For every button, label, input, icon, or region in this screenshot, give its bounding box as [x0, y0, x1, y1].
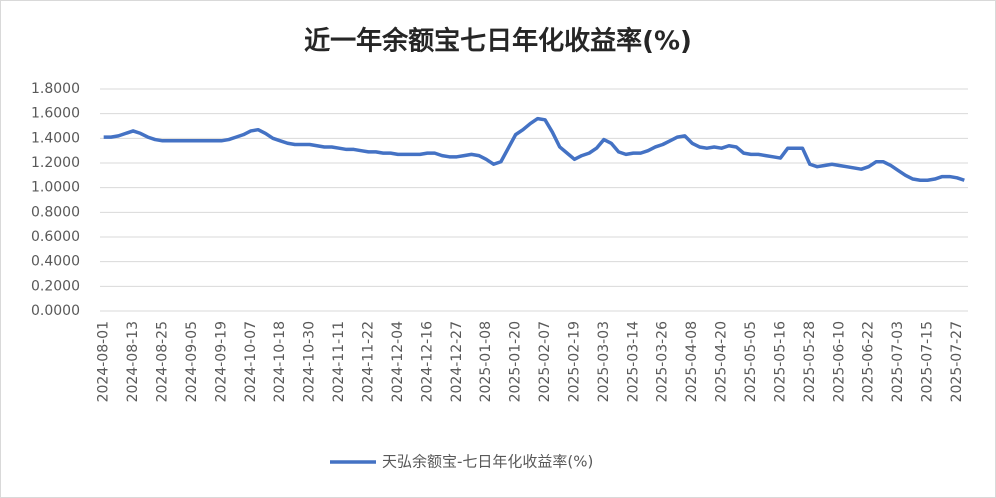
x-tick-label: 2024-12-16 [419, 321, 435, 402]
x-tick-label: 2024-11-22 [360, 321, 376, 402]
x-tick-label: 2024-10-30 [302, 321, 318, 402]
x-tick-label: 2025-07-27 [949, 321, 965, 402]
x-tick-label: 2024-12-27 [449, 321, 465, 402]
y-tick-label: 0.4000 [31, 254, 80, 270]
x-tick-label: 2025-05-05 [743, 321, 759, 402]
x-tick-label: 2025-04-20 [714, 321, 730, 402]
y-tick-label: 1.6000 [31, 106, 80, 122]
y-tick-label: 1.4000 [31, 130, 80, 146]
x-tick-label: 2024-09-05 [184, 321, 200, 402]
x-tick-label: 2024-08-13 [125, 321, 141, 402]
x-tick-label: 2025-01-20 [508, 321, 524, 402]
x-tick-label: 2024-12-04 [390, 321, 406, 402]
y-tick-label: 1.2000 [31, 155, 80, 171]
y-tick-label: 0.8000 [31, 204, 80, 220]
x-tick-label: 2025-03-03 [596, 321, 612, 402]
x-tick-label: 2024-08-01 [96, 321, 112, 402]
chart-title: 近一年余额宝七日年化收益率(%) [304, 26, 692, 57]
y-tick-label: 0.0000 [31, 303, 80, 319]
y-tick-label: 0.6000 [31, 229, 80, 245]
legend-label: 天弘余额宝-七日年化收益率(%) [382, 453, 593, 471]
x-tick-label: 2025-07-03 [890, 321, 906, 402]
x-tick-label: 2025-02-19 [566, 321, 582, 402]
x-tick-label: 2025-01-08 [478, 321, 494, 402]
x-tick-label: 2024-10-18 [272, 321, 288, 402]
x-tick-label: 2024-10-07 [243, 321, 259, 402]
x-tick-label: 2025-05-16 [772, 321, 788, 402]
x-tick-label: 2025-02-07 [537, 321, 553, 402]
x-tick-label: 2024-11-11 [331, 321, 347, 402]
x-tick-label: 2024-09-19 [213, 321, 229, 402]
x-tick-label: 2025-06-10 [831, 321, 847, 402]
x-tick-label: 2025-05-28 [802, 321, 818, 402]
x-tick-label: 2025-07-15 [920, 321, 936, 402]
x-tick-label: 2024-08-25 [155, 321, 171, 402]
x-tick-label: 2025-06-22 [861, 321, 877, 402]
x-tick-label: 2025-04-08 [684, 321, 700, 402]
x-tick-label: 2025-03-14 [625, 321, 641, 402]
x-tick-label: 2025-03-26 [655, 321, 671, 402]
y-tick-label: 1.8000 [31, 81, 80, 97]
y-tick-label: 1.0000 [31, 180, 80, 196]
data-line [103, 116, 965, 183]
y-tick-label: 0.2000 [31, 278, 80, 294]
